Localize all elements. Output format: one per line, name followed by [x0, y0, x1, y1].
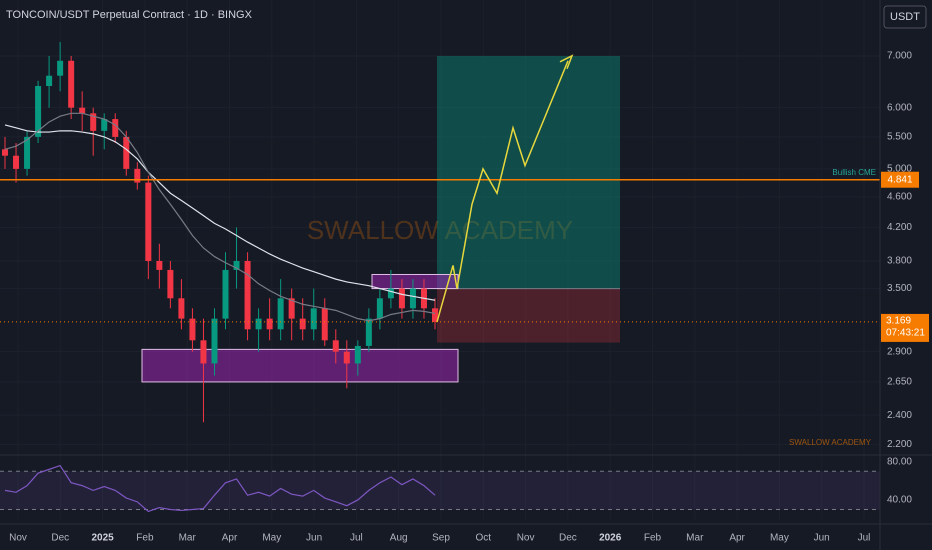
x-tick-label: Nov: [9, 533, 27, 544]
candle-body: [112, 119, 119, 137]
y-tick-label: 6.000: [887, 102, 912, 113]
level-price-box: [881, 171, 919, 188]
candle-body: [233, 260, 240, 270]
x-tick-label: Jul: [858, 533, 871, 544]
level-price: 4.841: [887, 174, 912, 185]
y-tick-label: 2.200: [887, 439, 912, 450]
candle-body: [167, 269, 174, 299]
currency-button[interactable]: [883, 5, 927, 29]
x-tick-label: Dec: [51, 533, 69, 544]
x-tick-label: 2026: [599, 533, 622, 544]
y-tick-label: 5.500: [887, 132, 912, 143]
currency-label[interactable]: USDT: [890, 11, 920, 23]
x-tick-label: Aug: [390, 533, 408, 544]
candle-body: [200, 340, 207, 364]
candle-body: [387, 288, 394, 299]
candle-body: [332, 340, 339, 352]
candle-body: [310, 308, 317, 330]
y-tick-label: 4.600: [887, 191, 912, 202]
watermark: SWALLOW ACADEMY: [307, 215, 573, 245]
candle-body: [13, 155, 20, 169]
x-tick-label: May: [770, 533, 789, 544]
candle-body: [2, 149, 8, 156]
candle-body: [123, 136, 130, 169]
y-tick-label: 7.000: [887, 51, 912, 62]
candle-body: [189, 318, 196, 341]
rsi-band: [0, 471, 880, 510]
y-tick-label: 3.800: [887, 256, 912, 267]
x-tick-label: Jul: [350, 533, 363, 544]
candle-body: [90, 113, 97, 131]
candle-body: [24, 136, 31, 169]
candle-body: [321, 308, 328, 341]
candle-body: [343, 351, 350, 364]
support-zone: [371, 273, 459, 290]
y-tick-label: 5.000: [887, 164, 912, 175]
y-tick-label: 2.400: [887, 410, 912, 421]
stop-zone: [437, 288, 620, 343]
candle-body: [57, 60, 64, 76]
y-tick-label: 3.500: [887, 283, 912, 294]
moving-average: [4, 112, 436, 322]
watermark-small: SWALLOW ACADEMY: [789, 438, 872, 447]
y-tick-label: 2.900: [887, 346, 912, 357]
candle-body: [288, 298, 295, 319]
rsi-tick-label: 80.00: [887, 456, 912, 467]
candle-body: [145, 182, 152, 261]
candle-body: [178, 298, 185, 319]
x-tick-label: Dec: [559, 533, 577, 544]
moving-average: [4, 124, 436, 301]
candle-body: [432, 308, 438, 322]
candle-body: [277, 298, 284, 330]
candle-body: [156, 260, 163, 270]
rsi-tick-label: 40.00: [887, 495, 912, 506]
level-annotation: Bullish CME: [832, 168, 876, 177]
rsi-line: [4, 464, 436, 513]
candle-body: [68, 60, 75, 108]
candle-body: [222, 269, 229, 319]
x-tick-label: Mar: [179, 533, 197, 544]
candle-body: [79, 107, 86, 114]
x-tick-label: Apr: [222, 533, 238, 544]
x-tick-label: 2025: [91, 533, 114, 544]
candle-body: [46, 75, 53, 87]
candle-body: [299, 318, 306, 330]
candle-body: [244, 260, 251, 330]
candle-body: [255, 318, 262, 330]
y-tick-label: 2.650: [887, 377, 912, 388]
x-tick-label: Oct: [476, 533, 492, 544]
x-tick-label: Feb: [644, 533, 662, 544]
candle-body: [398, 288, 405, 309]
candle-body: [365, 318, 372, 346]
last-price: 3.169: [886, 316, 911, 327]
chart-title: TONCOIN/USDT Perpetual Contract · 1D · B…: [6, 9, 253, 21]
countdown: 07:43:21: [886, 328, 925, 339]
candle-body: [35, 86, 42, 137]
candle-body: [354, 345, 361, 364]
candle-body: [134, 168, 141, 183]
x-tick-label: Feb: [136, 533, 154, 544]
candle-body: [376, 298, 383, 319]
x-tick-label: Apr: [729, 533, 745, 544]
candle-body: [211, 318, 218, 364]
x-tick-label: Mar: [686, 533, 704, 544]
x-tick-label: Sep: [432, 533, 450, 544]
x-tick-label: Nov: [517, 533, 535, 544]
support-zone: [141, 348, 459, 383]
x-tick-label: May: [262, 533, 281, 544]
candle-body: [101, 119, 108, 131]
projection-path: [436, 60, 569, 323]
last-price-box: [881, 313, 929, 342]
target-zone: [437, 55, 620, 289]
candle-body: [266, 318, 273, 330]
x-tick-label: Jun: [306, 533, 322, 544]
projection-arrow: [559, 54, 574, 70]
y-tick-label: 4.200: [887, 222, 912, 233]
x-tick-label: Jun: [814, 533, 830, 544]
candle-body: [409, 288, 416, 309]
